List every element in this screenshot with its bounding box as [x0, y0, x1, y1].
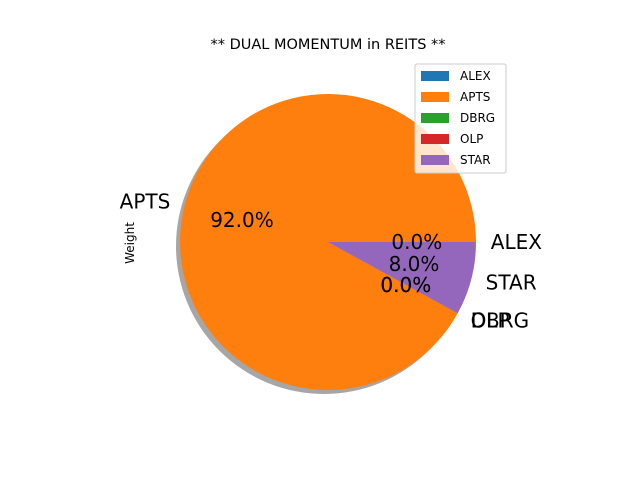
slice-pct-dbrg: 0.0%	[380, 273, 431, 297]
slice-label-dbrg: DBRG	[471, 308, 530, 332]
slice-pct-alex: 0.0%	[391, 230, 442, 254]
legend-frame	[414, 63, 507, 174]
slice-pct-star: 8.0%	[389, 252, 440, 276]
pie-slice-apts	[180, 94, 477, 391]
legend-swatch-dbrg	[421, 113, 449, 123]
chart-title: ** DUAL MOMENTUM in REITS **	[210, 37, 445, 53]
slice-pct-apts: 92.0%	[210, 208, 274, 232]
slice-label-alex: ALEX	[491, 230, 542, 254]
pie-slice-star	[328, 242, 476, 314]
legend-swatch-apts	[421, 92, 449, 102]
y-axis-label: Weight	[123, 222, 137, 264]
slice-label-apts: APTS	[120, 190, 171, 214]
legend-label-alex: ALEX	[460, 69, 491, 83]
legend-label-dbrg: DBRG	[460, 111, 495, 125]
slice-label-olp: OLP	[471, 308, 510, 332]
pie-slices	[180, 94, 477, 391]
legend-label-apts: APTS	[460, 90, 490, 104]
slice-pct-olp: 0.0%	[380, 273, 431, 297]
legend-swatch-alex	[421, 71, 449, 81]
slice-label-star: STAR	[486, 270, 537, 294]
legend-label-star: STAR	[460, 153, 491, 167]
legend-label-olp: OLP	[460, 132, 483, 146]
legend-swatch-star	[421, 155, 449, 165]
legend-swatch-olp	[421, 134, 449, 144]
legend: ALEX APTS DBRG OLP STAR	[414, 63, 507, 174]
